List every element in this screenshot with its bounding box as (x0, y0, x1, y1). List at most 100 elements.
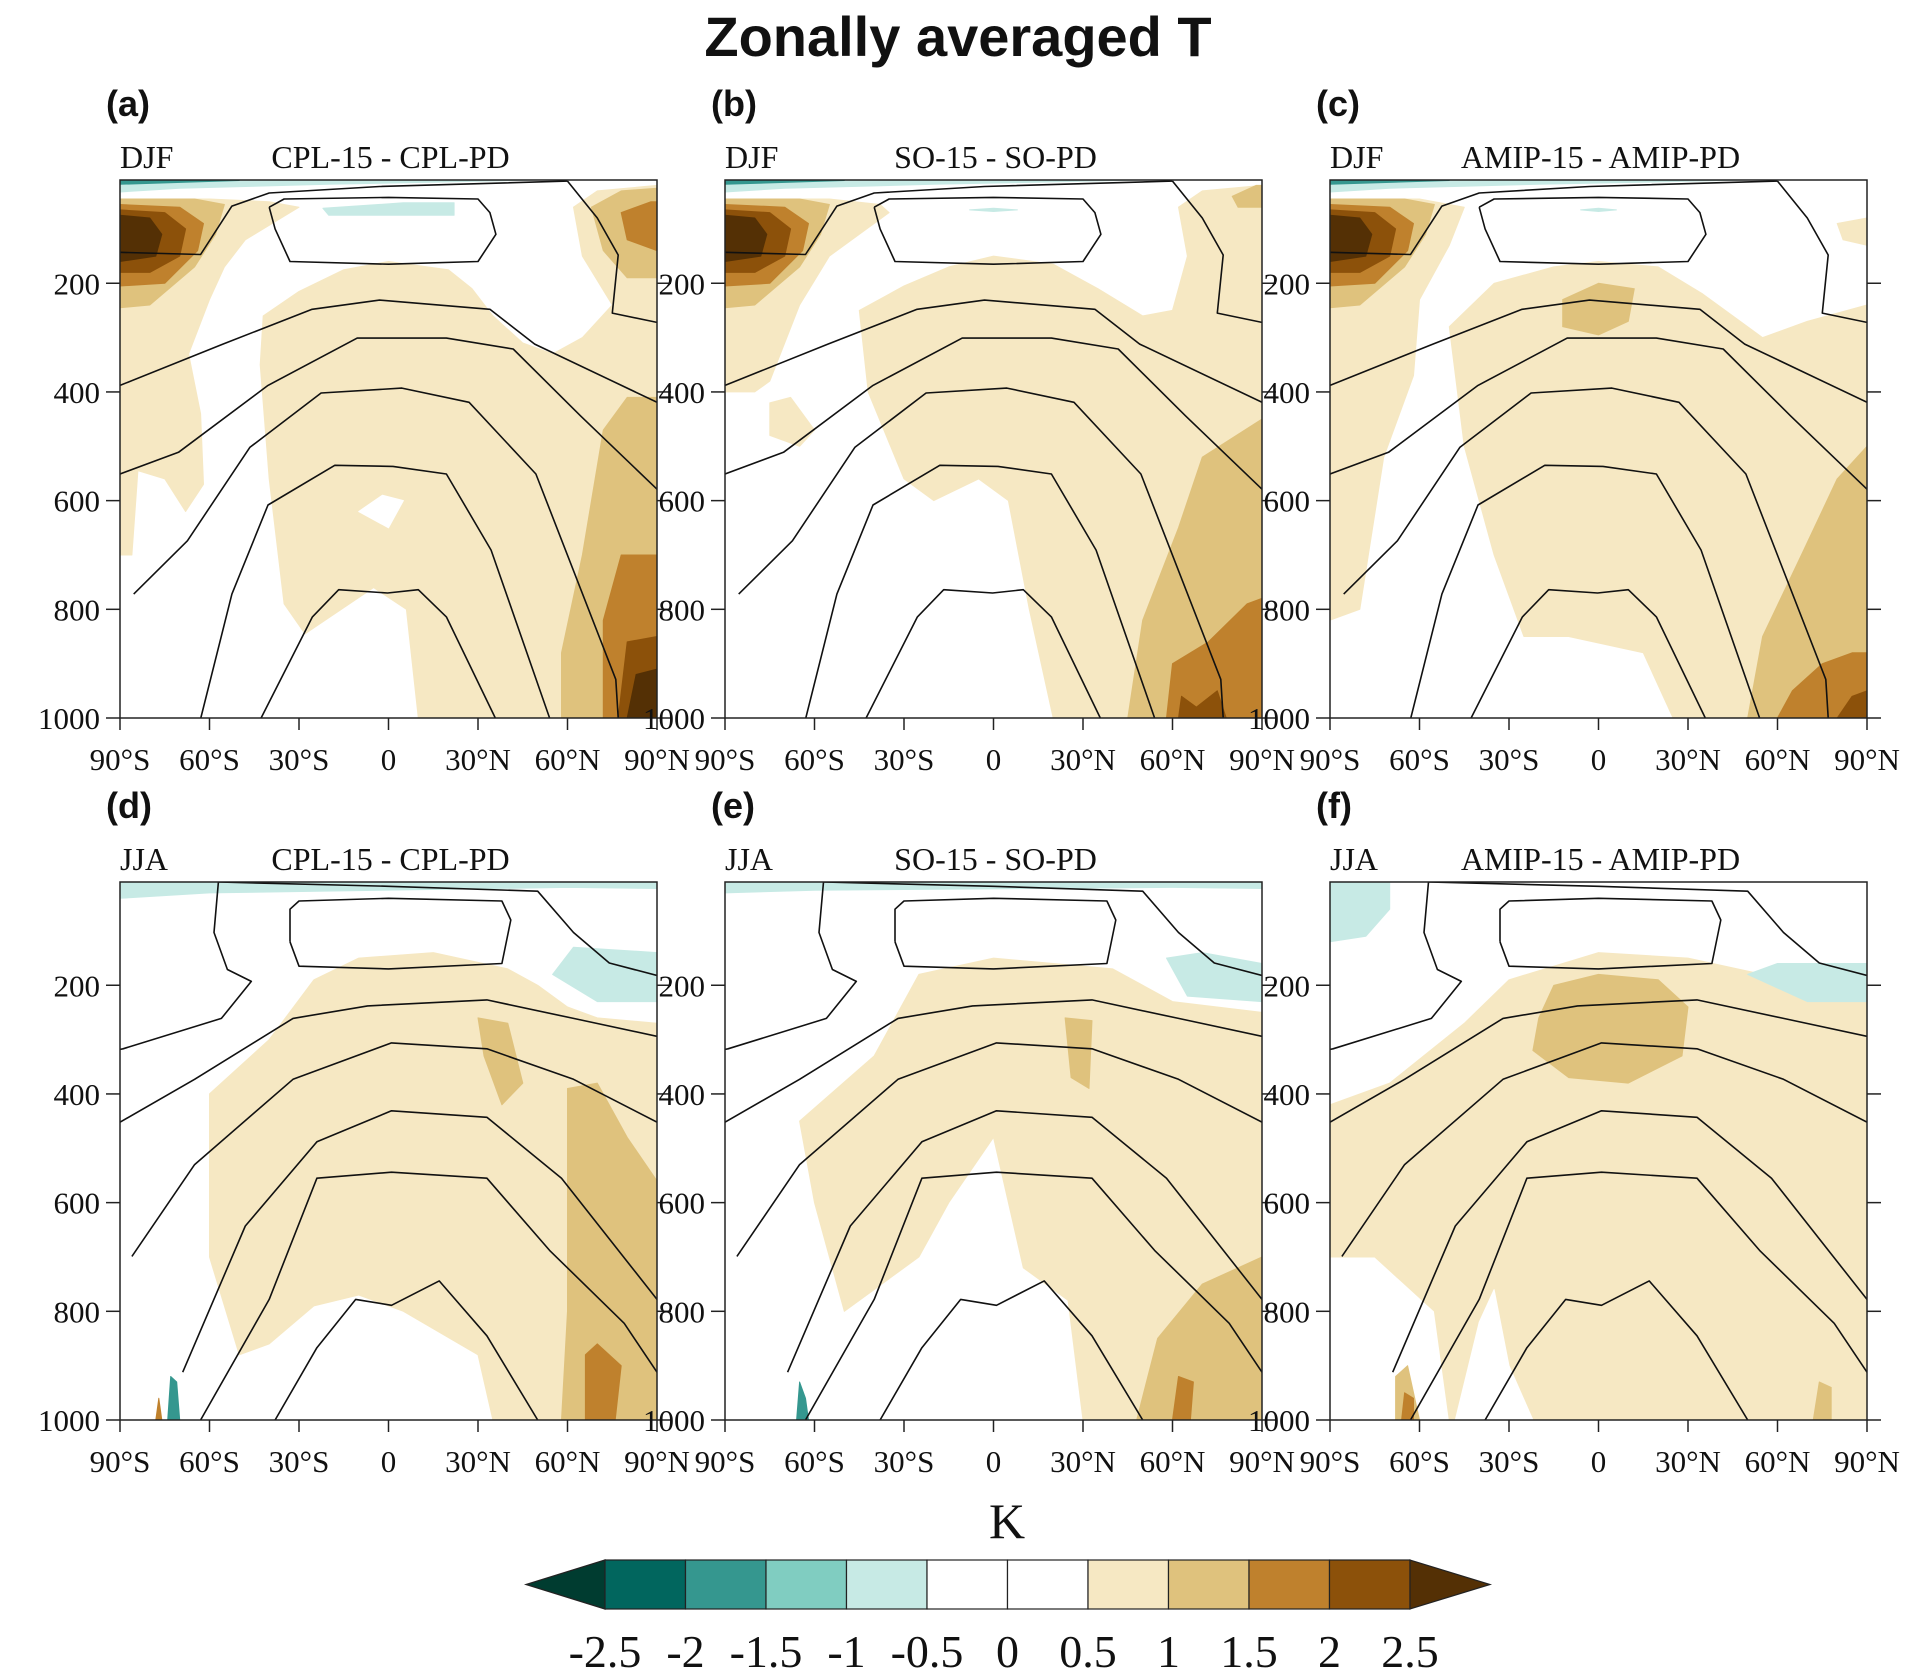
x-tick-label: 30°N (1050, 1444, 1116, 1479)
panel-letter: (e) (711, 785, 755, 826)
contour-line (725, 180, 1173, 256)
x-tick-label: 0 (986, 1444, 1002, 1479)
shaded-region (155, 1397, 163, 1420)
x-tick-label: 60°N (1140, 1444, 1206, 1479)
plot-area (120, 180, 657, 718)
panel-f: 200 400 600 800 1000 90°S 60°S 30°S 0 30°N 60°N 90°… (1248, 785, 1900, 1479)
x-tick-label: 60°S (179, 742, 240, 777)
shaded-region (620, 201, 657, 252)
y-tick-label: 400 (54, 1077, 101, 1112)
shaded-region (1580, 207, 1617, 212)
contour-line (879, 1280, 1144, 1420)
contour-line (566, 180, 657, 324)
y-tick-label: 800 (1264, 1294, 1311, 1329)
contour-line (274, 1280, 539, 1420)
shaded-region (602, 971, 657, 992)
colorbar-tick-label: -0.5 (891, 1626, 964, 1672)
contour-line (120, 999, 657, 1123)
y-tick-label: 1000 (1248, 1403, 1310, 1438)
shaded-region (584, 1343, 622, 1420)
colorbar-tick-label: -1 (827, 1626, 865, 1672)
panel-c: 200 400 600 800 1000 90°S 60°S 30°S 0 30°N 60°N 90°… (1248, 83, 1900, 777)
colorbar-box (604, 1559, 687, 1610)
y-tick-label: 600 (659, 484, 706, 519)
panel-letter: (b) (711, 83, 757, 124)
shaded-region (769, 396, 815, 447)
x-tick-label: 30°N (1655, 742, 1721, 777)
colorbar-tick-label: 1 (1157, 1626, 1180, 1672)
x-tick-label: 60°S (179, 1444, 240, 1479)
shaded-region (259, 184, 657, 718)
x-tick-label: 30°S (1479, 742, 1540, 777)
plot-area (1330, 180, 1867, 718)
shaded-region (477, 1017, 524, 1106)
colorbar-tick-label: 2.5 (1381, 1626, 1439, 1672)
contour-line (1410, 464, 1761, 718)
x-tick-label: 60°S (784, 742, 845, 777)
colorbar-tick-label: -2.5 (569, 1626, 642, 1672)
shaded-region (120, 214, 163, 262)
x-tick-label: 60°S (1389, 1444, 1450, 1479)
y-tick-label: 800 (659, 1294, 706, 1329)
shaded-region (1178, 690, 1227, 718)
shaded-region (1562, 282, 1635, 336)
x-tick-label: 60°S (784, 1444, 845, 1479)
x-tick-label: 90°N (1834, 1444, 1900, 1479)
contour-line (120, 180, 568, 256)
x-tick-label: 0 (1591, 742, 1607, 777)
shaded-region (167, 1376, 181, 1420)
contour-line (804, 1171, 1262, 1420)
plot-area (725, 180, 1262, 718)
colorbar-min-triangle (523, 1559, 606, 1610)
shaded-region (796, 1381, 809, 1420)
x-tick-label: 30°N (1050, 742, 1116, 777)
y-tick-label: 1000 (38, 1403, 100, 1438)
panel-e: 200 400 600 800 1000 90°S 60°S 30°S 0 30°N 60°N 90°… (643, 785, 1295, 1479)
contour-line (1776, 180, 1867, 324)
x-tick-label: 90°N (624, 1444, 690, 1479)
y-tick-label: 400 (659, 1077, 706, 1112)
colorbar-tick-label: 0 (996, 1626, 1019, 1672)
panel-letter: (c) (1316, 83, 1360, 124)
contour-line (736, 1042, 1262, 1257)
shaded-region (1330, 214, 1373, 262)
contour-line (120, 882, 253, 1051)
x-tick-label: 60°N (1140, 742, 1206, 777)
x-tick-label: 30°S (874, 1444, 935, 1479)
contour-line (1470, 588, 1707, 718)
y-tick-label: 1000 (38, 701, 100, 736)
contour-line (873, 196, 1102, 266)
x-tick-label: 60°S (1389, 742, 1450, 777)
y-tick-label: 1000 (643, 701, 705, 736)
shaded-region (1330, 198, 1465, 621)
x-tick-label: 30°N (445, 742, 511, 777)
shaded-region (1777, 652, 1867, 718)
contour-line (1428, 882, 1867, 977)
colorbar-box (1006, 1559, 1089, 1610)
y-tick-label: 400 (1264, 375, 1311, 410)
panel-title: SO-15 - SO-PD (894, 139, 1097, 175)
colorbar-box (1328, 1559, 1411, 1610)
contour-line (1343, 387, 1829, 718)
contour-line (725, 337, 1262, 490)
x-tick-label: 90°S (1300, 742, 1361, 777)
shaded-region (1454, 1289, 1534, 1420)
contour-line (200, 464, 551, 718)
x-tick-label: 0 (381, 742, 397, 777)
x-tick-label: 90°S (1300, 1444, 1361, 1479)
contour-line (1330, 999, 1867, 1123)
shaded-region (1836, 690, 1867, 718)
colorbar-box (1087, 1559, 1170, 1610)
panel-b: 200 400 600 800 1000 90°S 60°S 30°S 0 30°N 60°N 90°… (643, 83, 1295, 777)
season-label: DJF (120, 139, 173, 175)
y-tick-label: 800 (54, 592, 101, 627)
shaded-region (1231, 184, 1262, 208)
contour-line (181, 1110, 657, 1373)
panel-a: 200 400 600 800 1000 90°S 60°S 30°S 0 30°N 60°N 90°… (38, 83, 690, 777)
contour-line (725, 882, 858, 1051)
y-tick-label: 400 (659, 375, 706, 410)
colorbar-box (765, 1559, 848, 1610)
contour-line (786, 1110, 1262, 1373)
colorbar-unit-label: K (989, 1493, 1025, 1549)
y-tick-label: 600 (1264, 1186, 1311, 1221)
